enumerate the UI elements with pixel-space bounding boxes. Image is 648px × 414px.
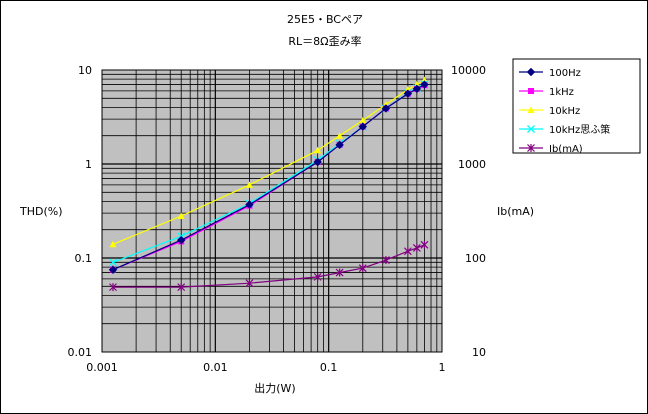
data-point	[245, 200, 254, 209]
legend-entry: 10kHz思ふ策	[519, 123, 610, 136]
plot-background	[102, 70, 442, 352]
data-point	[412, 84, 422, 94]
x-tick-label: 0.001	[86, 361, 118, 374]
data-point	[335, 268, 344, 277]
data-point	[403, 247, 412, 256]
data-point	[420, 80, 429, 89]
data-point	[109, 258, 117, 267]
series-line-5	[113, 244, 425, 288]
legend-box	[512, 58, 641, 154]
plot-area-group: 0.001 0.01 0.1 1 10 1 0.1 0.01 10000 1000 100 10	[68, 64, 487, 374]
legend-marker	[527, 125, 535, 133]
plot-border	[101, 69, 443, 353]
legend-entry: Ib(mA)	[519, 144, 583, 155]
data-point	[381, 256, 390, 265]
x-tick-label: 0.01	[203, 361, 228, 374]
legend: 100Hz 1kHz 10kHz 10kHz思ふ策 Ib(mA)	[512, 58, 641, 155]
x-axis-label: 出力(W)	[254, 381, 295, 395]
chart-title: 25E5・BCペア	[287, 13, 363, 26]
y2-tick-label: 1000	[458, 158, 486, 171]
legend-label: 10kHz思ふ策	[549, 123, 610, 136]
y-tick-label: 10	[78, 64, 92, 77]
data-point	[359, 117, 367, 124]
data-point	[109, 240, 117, 248]
data-point	[381, 104, 391, 113]
legend-entry: 10kHz	[519, 106, 580, 117]
legend-marker	[527, 144, 535, 152]
data-point	[336, 132, 344, 139]
data-point	[313, 157, 322, 167]
data-point	[177, 212, 185, 219]
data-point	[313, 272, 322, 281]
legend-marker	[527, 106, 535, 113]
data-point	[358, 264, 367, 273]
legend-label: 100Hz	[549, 68, 581, 79]
data-point	[245, 279, 254, 288]
data-point	[177, 235, 186, 245]
data-point	[109, 283, 117, 292]
legend-entry: 100Hz	[519, 67, 581, 79]
data-point	[420, 240, 429, 249]
data-point	[314, 146, 322, 154]
legend-label: 1kHz	[549, 87, 574, 98]
series-line-3	[112, 79, 425, 245]
y-tick-label: 0.1	[75, 252, 93, 265]
data-point	[358, 122, 367, 131]
y2-tick-label: 10000	[451, 64, 486, 77]
y-tick-label: 0.01	[68, 346, 93, 359]
data-point	[245, 181, 253, 188]
y-axis-label: THD(%)	[19, 205, 63, 218]
x-tick-label: 1	[439, 361, 446, 374]
data-point	[412, 243, 421, 252]
y2-axis-label: Ib(mA)	[497, 205, 534, 218]
data-point	[108, 265, 118, 274]
x-tick-label: 0.1	[320, 361, 338, 374]
data-point	[177, 283, 186, 292]
chart-subtitle: RL＝8Ω歪み率	[288, 34, 361, 48]
y2-tick-label: 10	[472, 346, 486, 359]
y2-tick-label: 100	[465, 252, 486, 265]
legend-marker	[526, 67, 536, 77]
legend-label: Ib(mA)	[549, 144, 583, 155]
legend-marker	[528, 88, 534, 94]
y-tick-label: 1	[85, 158, 92, 171]
series-line-1	[112, 84, 425, 271]
data-point	[335, 140, 344, 150]
legend-entry: 1kHz	[519, 87, 574, 98]
legend-label: 10kHz	[549, 106, 580, 117]
data-point	[403, 89, 413, 98]
